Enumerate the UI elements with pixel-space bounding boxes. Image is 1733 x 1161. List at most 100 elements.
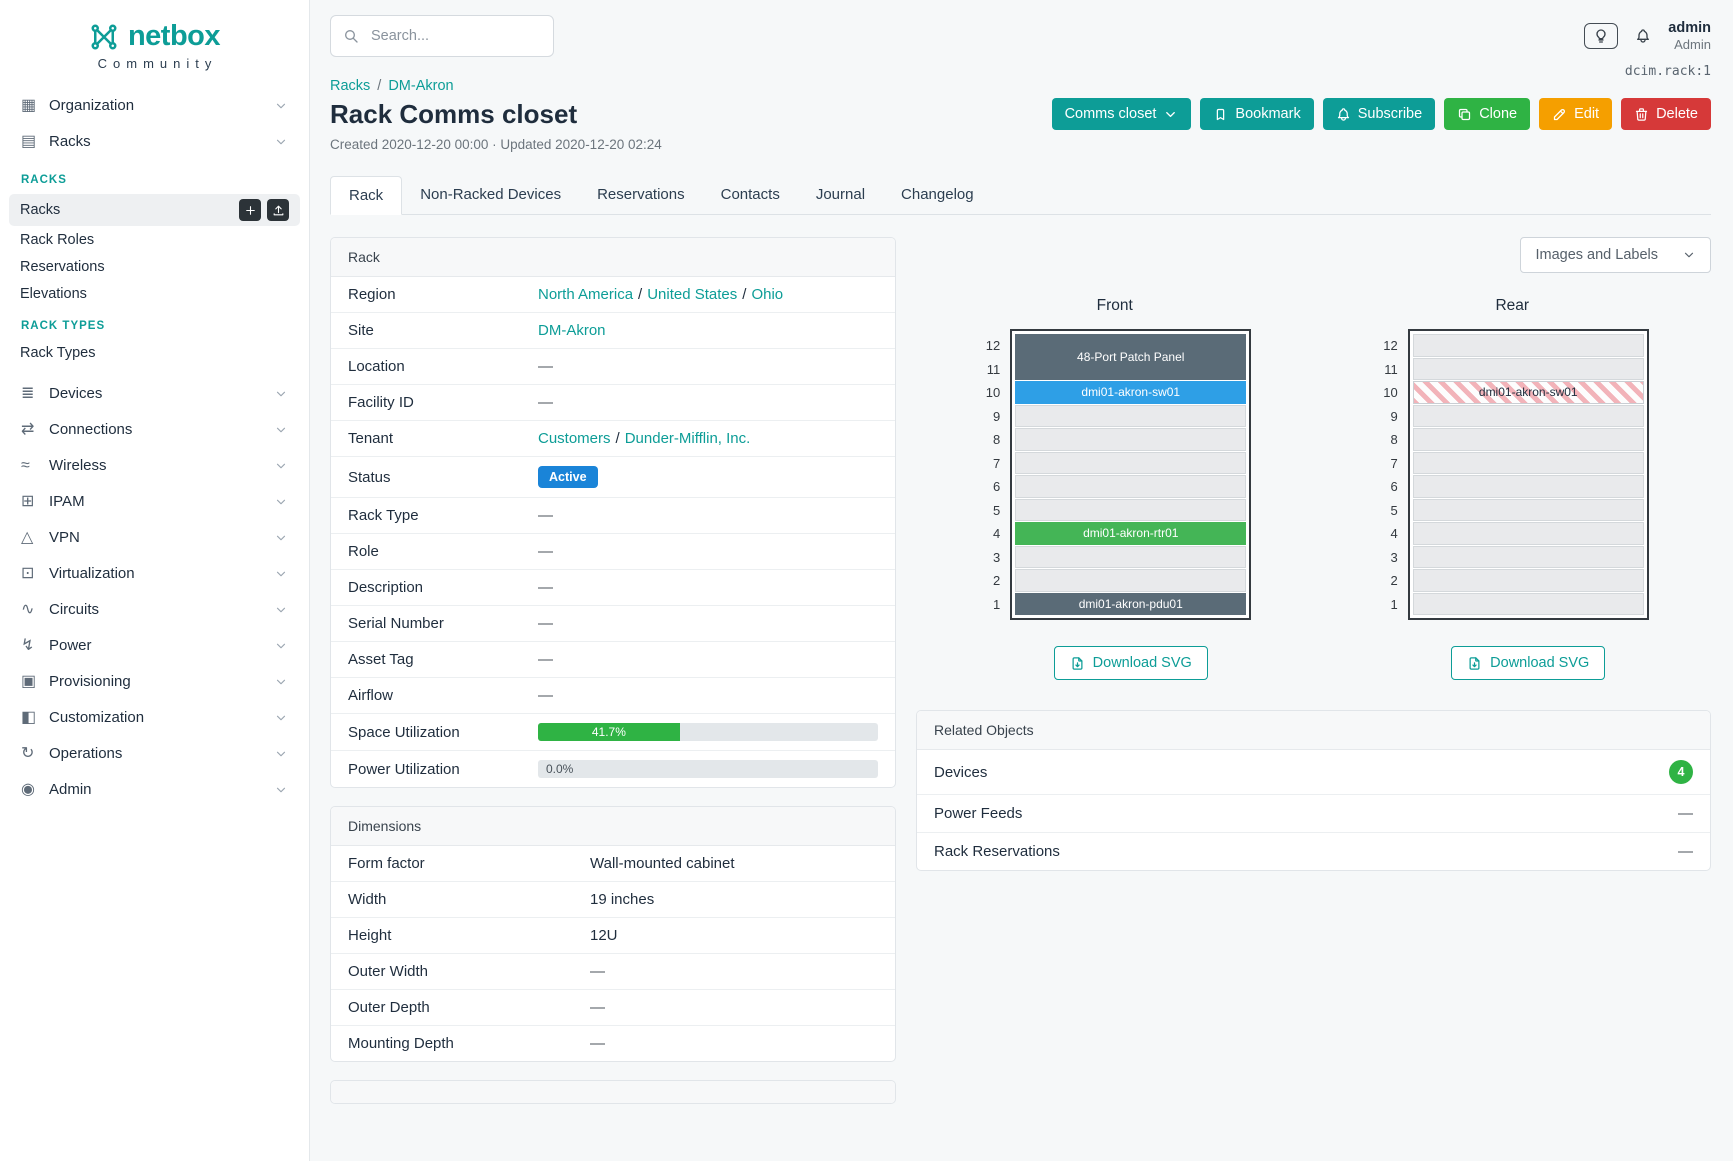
- title-row: Rack Comms closet Comms closet Bookmark …: [330, 98, 1711, 130]
- sidebar-item-devices[interactable]: ≣ Devices: [9, 376, 300, 411]
- empty-value: —: [590, 999, 605, 1016]
- bell-icon: [1336, 107, 1351, 122]
- devices-count-badge: 4: [1669, 760, 1693, 784]
- sidebar-item-racks-list[interactable]: Racks: [9, 194, 300, 226]
- rack-slot-empty: [1412, 428, 1644, 451]
- rack-device-sw01[interactable]: dmi01-akron-sw01: [1015, 381, 1247, 404]
- bell-icon: [1635, 28, 1651, 44]
- subscribe-button[interactable]: Subscribe: [1322, 98, 1436, 130]
- sidebar-item-admin[interactable]: ◉ Admin: [9, 772, 300, 807]
- sidebar: netbox Community ▦ Organization ▤ Racks …: [0, 0, 310, 1161]
- tenant-link[interactable]: Dunder-Mifflin, Inc.: [624, 430, 751, 447]
- content-columns: Rack Region North America / United States /…: [330, 237, 1711, 1104]
- tab-contacts[interactable]: Contacts: [720, 186, 780, 203]
- tenant-group-link[interactable]: Customers: [538, 430, 611, 447]
- connections-icon: ⇄: [21, 420, 35, 438]
- empty-value: —: [538, 358, 553, 375]
- region-link[interactable]: United States: [647, 286, 738, 303]
- elevation-view-select[interactable]: Images and Labels: [1520, 237, 1711, 273]
- attr-row-width: Width 19 inches: [331, 881, 895, 918]
- rack-elevations: Front 12 11 10 9 8 7 6 5 4 3: [916, 297, 1711, 680]
- breadcrumb-separator: /: [377, 78, 382, 94]
- related-row-devices[interactable]: Devices 4: [917, 750, 1710, 794]
- pencil-icon: [1552, 107, 1567, 122]
- search-input[interactable]: [330, 15, 554, 57]
- attr-row-serial-number: Serial Number —: [331, 605, 895, 642]
- empty-value: —: [538, 394, 553, 411]
- notifications-button[interactable]: [1633, 26, 1653, 46]
- sidebar-item-rack-types[interactable]: Rack Types: [20, 345, 96, 361]
- sidebar-item-power[interactable]: ↯ Power: [9, 628, 300, 663]
- sidebar-item-organization[interactable]: ▦ Organization: [9, 88, 300, 123]
- add-rack-button[interactable]: [239, 199, 261, 221]
- related-row-rack-reservations[interactable]: Rack Reservations —: [917, 832, 1710, 870]
- related-row-power-feeds[interactable]: Power Feeds —: [917, 794, 1710, 832]
- sidebar-item-virtualization[interactable]: ⊡ Virtualization: [9, 556, 300, 591]
- rack-slot-empty: [1015, 404, 1247, 427]
- rack-slot-empty: [1015, 545, 1247, 568]
- sidebar-item-circuits[interactable]: ∿ Circuits: [9, 592, 300, 627]
- tab-non-racked-devices[interactable]: Non-Racked Devices: [420, 186, 562, 203]
- breadcrumb-site[interactable]: DM-Akron: [388, 78, 454, 94]
- operations-icon: ↻: [21, 744, 35, 762]
- breadcrumb-racks[interactable]: Racks: [330, 78, 371, 94]
- import-racks-button[interactable]: [267, 199, 289, 221]
- action-buttons: Comms closet Bookmark Subscribe Clone Ed…: [1051, 98, 1711, 130]
- download-svg-rear-button[interactable]: Download SVG: [1451, 646, 1606, 680]
- empty-value: —: [590, 1035, 605, 1052]
- sidebar-item-vpn[interactable]: △ VPN: [9, 520, 300, 555]
- chevron-down-icon: [1682, 248, 1696, 262]
- main-content: admin Admin Racks / DM-Akron dcim.rack:1 R…: [310, 0, 1733, 1161]
- delete-button[interactable]: Delete: [1621, 98, 1711, 130]
- attr-row-asset-tag: Asset Tag —: [331, 641, 895, 678]
- tab-journal[interactable]: Journal: [815, 186, 866, 203]
- region-link[interactable]: Ohio: [751, 286, 784, 303]
- brand-tagline: Community: [97, 56, 218, 71]
- edit-button[interactable]: Edit: [1539, 98, 1613, 130]
- page-title: Rack Comms closet: [330, 98, 578, 129]
- rack-device-pdu01[interactable]: dmi01-akron-pdu01: [1015, 592, 1247, 615]
- empty-value: —: [590, 963, 605, 980]
- sidebar-item-reservations[interactable]: Reservations: [20, 259, 105, 275]
- sidebar-item-connections[interactable]: ⇄ Connections: [9, 412, 300, 447]
- sidebar-item-elevations[interactable]: Elevations: [20, 286, 87, 302]
- closet-dropdown-button[interactable]: Comms closet: [1051, 98, 1192, 130]
- sidebar-item-racks[interactable]: ▤ Racks: [9, 124, 300, 159]
- tab-reservations[interactable]: Reservations: [597, 186, 685, 203]
- vpn-icon: △: [21, 528, 34, 546]
- attr-row-outer-width: Outer Width —: [331, 953, 895, 990]
- site-link[interactable]: DM-Akron: [538, 322, 606, 339]
- sidebar-item-rack-roles[interactable]: Rack Roles: [20, 232, 95, 248]
- sidebar-item-operations[interactable]: ↻ Operations: [9, 736, 300, 771]
- bookmark-button[interactable]: Bookmark: [1200, 98, 1314, 130]
- chevron-down-icon: [274, 459, 288, 473]
- tab-rack[interactable]: Rack: [330, 176, 403, 215]
- brand-name[interactable]: netbox: [127, 20, 221, 52]
- rack-slot-empty: [1412, 569, 1644, 592]
- elevation-rear-title: Rear: [1495, 297, 1530, 314]
- ipam-icon: ⊞: [21, 492, 35, 510]
- clone-button[interactable]: Clone: [1444, 98, 1531, 130]
- region-link[interactable]: North America: [538, 286, 634, 303]
- rack-elevation-rear: Rear 12 11 10 9 8 7 6 5 4 3: [1376, 297, 1649, 680]
- sidebar-item-wireless[interactable]: ≈ Wireless: [9, 448, 300, 483]
- sidebar-item-customization[interactable]: ◧ Customization: [9, 700, 300, 735]
- sidebar-item-ipam[interactable]: ⊞ IPAM: [9, 484, 300, 519]
- empty-value: —: [1678, 843, 1693, 860]
- attr-row-region: Region North America / United States / Ohio: [348, 286, 784, 303]
- dark-mode-toggle[interactable]: [1584, 23, 1619, 49]
- user-menu[interactable]: admin Admin: [1668, 19, 1711, 53]
- rack-slot-empty: [1015, 428, 1247, 451]
- rack-device-rtr01[interactable]: dmi01-akron-rtr01: [1015, 522, 1247, 545]
- sidebar-item-provisioning[interactable]: ▣ Provisioning: [9, 664, 300, 699]
- circuits-icon: ∿: [21, 600, 35, 618]
- rack-device-sw01-rear[interactable]: dmi01-akron-sw01: [1412, 381, 1644, 404]
- tab-changelog[interactable]: Changelog: [901, 186, 974, 203]
- download-svg-front-button[interactable]: Download SVG: [1053, 646, 1208, 680]
- rack-device-patch-panel[interactable]: 48-Port Patch Panel: [1015, 334, 1247, 380]
- created-updated-meta: Created 2020-12-20 00:00 · Updated 2020-…: [330, 137, 662, 152]
- file-download-icon: [1467, 656, 1482, 671]
- rack-slot-empty: [1412, 545, 1644, 568]
- sidebar-group-racks: RACKS Racks Rack Roles Reservations Elev…: [0, 160, 309, 375]
- chevron-down-icon: [274, 567, 288, 581]
